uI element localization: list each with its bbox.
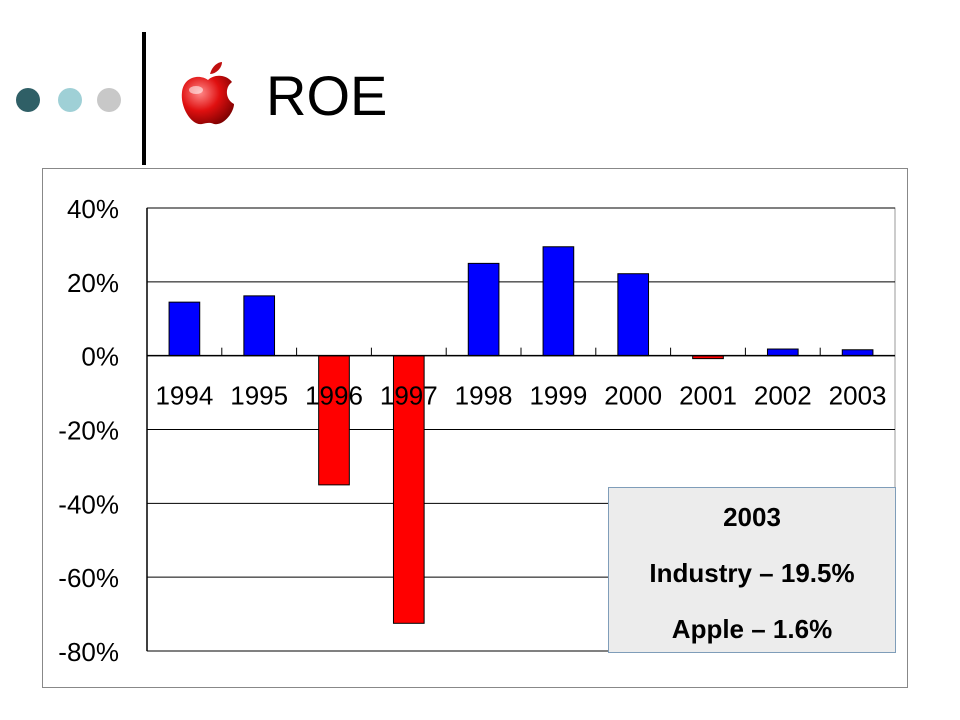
roe-bar-chart: 40% 20% 0% -20% -40% -60% -80% 1994 1995 1996 1997…: [42, 168, 908, 688]
title-divider: [142, 32, 146, 165]
x-tick-label: 2000: [604, 381, 662, 411]
y-tick-label: -80%: [58, 637, 119, 667]
bar-1994: [168, 301, 201, 357]
x-tick-label: 1997: [380, 381, 438, 411]
y-tick-label: -60%: [58, 563, 119, 593]
bar-1999: [542, 246, 575, 357]
bar-2003: [841, 349, 874, 357]
bar-1997: [392, 355, 425, 624]
x-tick-label: 1995: [230, 381, 288, 411]
bar-1998: [467, 262, 500, 357]
annotation-industry: Industry – 19.5%: [649, 558, 855, 588]
y-tick-label: -40%: [58, 489, 119, 519]
x-tick-label: 1998: [455, 381, 513, 411]
bar-1996: [318, 355, 350, 486]
apple-logo-icon: [176, 60, 240, 128]
x-tick-label: 1996: [305, 381, 363, 411]
decor-dot-dark: [16, 88, 40, 112]
x-tick-label: 2002: [754, 381, 812, 411]
annotation-year: 2003: [723, 502, 781, 532]
x-tick-label: 1994: [155, 381, 213, 411]
decor-dot-teal: [58, 88, 82, 112]
x-tick-label: 2003: [829, 381, 887, 411]
y-tick-label: 0%: [81, 342, 119, 372]
bar-2000: [617, 273, 650, 357]
y-tick-label: -20%: [58, 416, 119, 446]
chart-canvas: 40% 20% 0% -20% -40% -60% -80% 1994 1995 1996 1997…: [58, 194, 896, 667]
decor-dot-gray: [97, 88, 121, 112]
page-title: ROE: [266, 64, 388, 127]
x-tick-label: 1999: [529, 381, 587, 411]
annotation-box: 2003 Industry – 19.5% Apple – 1.6%: [608, 487, 896, 653]
bar-1995: [243, 295, 276, 357]
y-tick-label: 40%: [67, 194, 119, 224]
annotation-apple: Apple – 1.6%: [671, 614, 833, 644]
bar-2002: [766, 348, 799, 357]
y-tick-label: 20%: [67, 268, 119, 298]
x-tick-label: 2001: [679, 381, 737, 411]
